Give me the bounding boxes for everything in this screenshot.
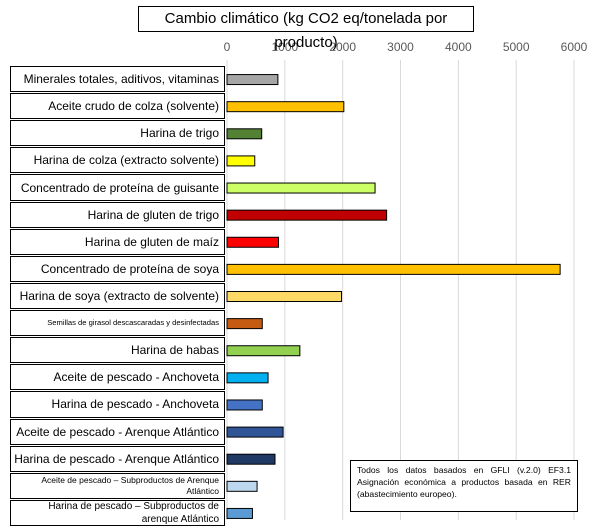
x-tick-label: 2000 (329, 40, 356, 54)
bar (226, 101, 345, 113)
note-line-2: Asignación económica a productos basada … (357, 477, 571, 487)
x-tick-label: 1000 (271, 40, 298, 54)
category-label: Concentrado de proteína de guisante (10, 174, 225, 201)
note-line-3: (abastecimiento europeo). (357, 489, 457, 499)
category-label: Harina de colza (extracto solvente) (10, 147, 225, 174)
category-label: Harina de habas (10, 337, 225, 364)
category-label: Harina de trigo (10, 120, 225, 147)
bar (226, 128, 263, 140)
bar (226, 155, 256, 167)
bar (226, 480, 258, 492)
bar (226, 74, 279, 86)
category-label: Aceite de pescado - Arenque Atlántico (10, 418, 225, 445)
bar (226, 263, 561, 275)
bar (226, 453, 276, 465)
bar (226, 426, 284, 438)
category-label: Aceite de pescado – Subproductos de Aren… (10, 472, 225, 499)
bar (226, 399, 263, 411)
bar (226, 345, 301, 357)
category-label: Harina de gluten de trigo (10, 201, 225, 228)
bar (226, 209, 388, 221)
category-label: Harina de gluten de maíz (10, 228, 225, 255)
category-label: Minerales totales, aditivos, vitaminas (10, 66, 225, 93)
x-tick-label: 4000 (445, 40, 472, 54)
category-label: Concentrado de proteína de soya (10, 255, 225, 282)
x-axis-ticks: 0 1000 2000 3000 4000 5000 6000 (224, 40, 588, 54)
bar (226, 372, 269, 384)
category-label: Harina de pescado – Subproductos de aren… (10, 499, 225, 526)
x-tick-label: 0 (224, 40, 231, 54)
category-label: Harina de pescado - Arenque Atlántico (10, 445, 225, 472)
bar (226, 507, 253, 519)
note-line-1: Todos los datos basados en GFLI (v.2.0) … (357, 465, 571, 475)
x-tick-label: 6000 (561, 40, 588, 54)
category-label: Harina de pescado - Anchoveta (10, 391, 225, 418)
gridlines (226, 60, 575, 520)
bar (226, 182, 376, 194)
category-label: Semillas de girasol descascaradas y desi… (10, 310, 225, 337)
source-note: Todos los datos basados en GFLI (v.2.0) … (350, 460, 578, 512)
x-tick-label: 5000 (503, 40, 530, 54)
category-label: Harina de soya (extracto de solvente) (10, 282, 225, 310)
bars (226, 74, 561, 519)
bar (226, 236, 279, 248)
category-label: Aceite de pescado - Anchoveta (10, 364, 225, 391)
chart-title: Cambio climático (kg CO2 eq/tonelada por… (138, 6, 474, 51)
bar (226, 318, 263, 330)
x-tick-label: 3000 (387, 40, 414, 54)
bar (226, 291, 343, 302)
category-label: Aceite crudo de colza (solvente) (10, 93, 225, 120)
